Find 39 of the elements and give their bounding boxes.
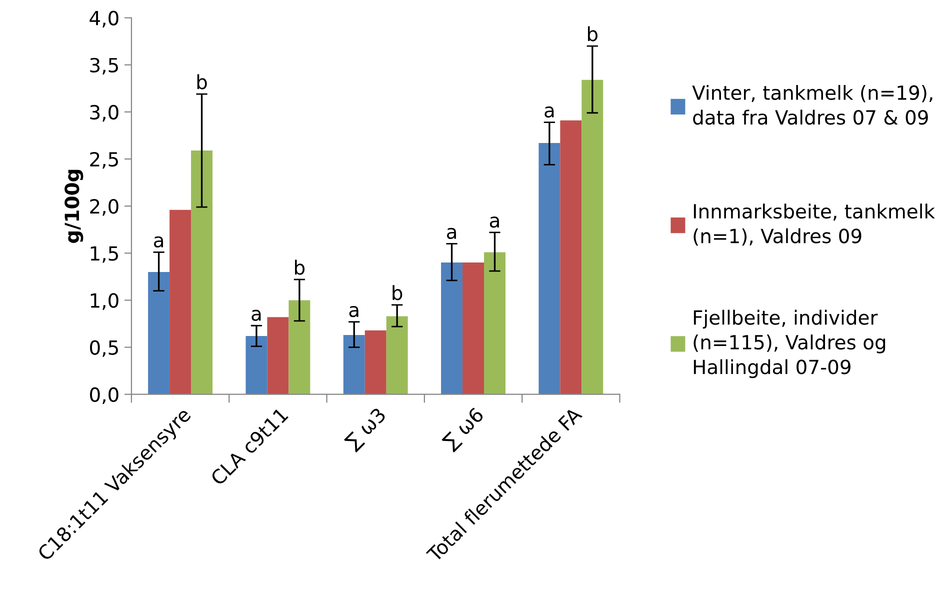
y-tick-label: 0,5 [90,340,118,357]
data-label: a [446,228,456,240]
data-label: b [392,285,402,300]
bar [343,335,365,394]
bar [170,210,192,394]
bar [441,262,463,394]
x-tick-label: ∑ ω3 [343,406,389,452]
bar [560,120,582,394]
y-tick-label: 2,5 [90,152,118,169]
legend-label: Fjellbeite, individer (n=115), Valdres og Hallingdal 07-09 [694,310,886,378]
bar [484,252,506,394]
legend-label: Vinter, tankmelk (n=19), data fra Valdres 07 & 09 [692,84,932,125]
y-tick-label: 3,0 [90,104,118,122]
legend-label: Innmarksbeite, tankmelk (n=1), Valdres 09 [694,204,935,246]
data-label: b [197,74,207,90]
data-label: a [252,310,261,321]
bar [462,262,484,394]
data-label: a [544,106,554,118]
y-tick-label: 2,0 [90,199,118,216]
y-tick-label: 0,0 [90,387,118,404]
data-label: b [588,26,598,42]
bar [148,272,170,394]
data-label: a [349,306,358,318]
data-label: b [295,260,305,275]
y-tick-label: 1,0 [90,293,118,310]
data-label: a [154,236,163,248]
bar [246,336,268,394]
bar [288,300,310,394]
bar [386,316,408,394]
bar [538,142,560,394]
bar [364,330,386,394]
data-label: a [490,216,499,228]
bar [267,317,289,394]
y-tick-label: 3,5 [90,58,118,75]
bar [191,150,213,394]
y-tick-label: 1,5 [90,246,118,263]
y-tick-label: 4,0 [90,10,118,28]
y-axis-title: g/100g [64,170,84,243]
bar [582,80,604,394]
